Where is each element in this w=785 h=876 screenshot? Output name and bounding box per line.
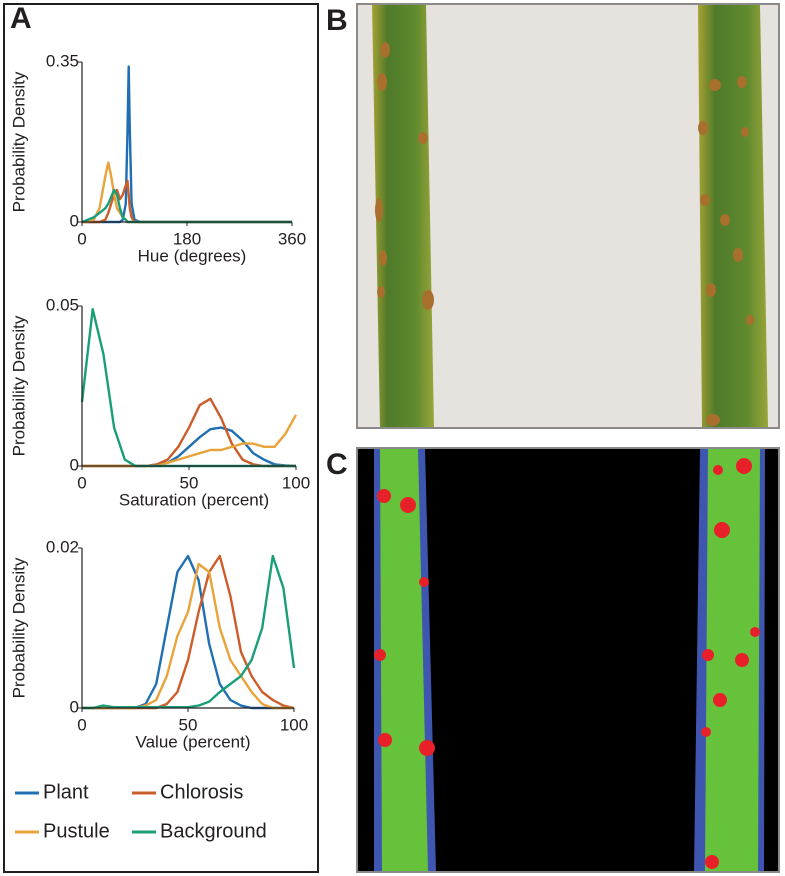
y-tick-label: 0.05 xyxy=(46,295,79,314)
density-line xyxy=(82,562,294,710)
density-line xyxy=(82,554,294,710)
y-axis-label: Probability Density xyxy=(9,71,28,212)
x-tick-label: 50 xyxy=(179,715,198,734)
y-tick-label: 0.02 xyxy=(46,537,79,556)
y-axis-label: Probability Density xyxy=(9,315,28,456)
density-line xyxy=(82,554,295,710)
x-tick-label: 0 xyxy=(77,473,86,492)
density-line xyxy=(82,554,296,710)
x-axis-label: Saturation (percent) xyxy=(119,490,269,509)
x-tick-label: 0 xyxy=(77,715,86,734)
x-axis-label: Hue (degrees) xyxy=(138,246,247,265)
density-line xyxy=(80,308,296,468)
x-tick-label: 50 xyxy=(180,473,199,492)
legend-label: Background xyxy=(160,820,267,842)
photo-b xyxy=(356,3,780,429)
y-tick-label: 0 xyxy=(70,211,79,230)
y-axis-label: Probability Density xyxy=(9,557,28,698)
x-tick-label: 180 xyxy=(173,229,201,248)
panel-label: A xyxy=(10,2,32,35)
legend-label: Plant xyxy=(43,781,89,803)
legend-label: Pustule xyxy=(43,820,110,842)
legend-label: Chlorosis xyxy=(160,781,243,803)
x-tick-label: 0 xyxy=(77,229,86,248)
x-tick-label: 360 xyxy=(278,229,306,248)
panel-label: C xyxy=(326,448,348,481)
x-tick-label: 100 xyxy=(280,715,308,734)
y-tick-label: 0 xyxy=(70,455,79,474)
x-tick-label: 100 xyxy=(282,473,310,492)
panel-label: B xyxy=(326,4,348,37)
x-axis-label: Value (percent) xyxy=(136,732,251,751)
y-tick-label: 0.35 xyxy=(46,51,79,70)
panel-a-frame xyxy=(3,3,319,873)
photo-c xyxy=(356,447,780,873)
y-tick-label: 0 xyxy=(70,697,79,716)
